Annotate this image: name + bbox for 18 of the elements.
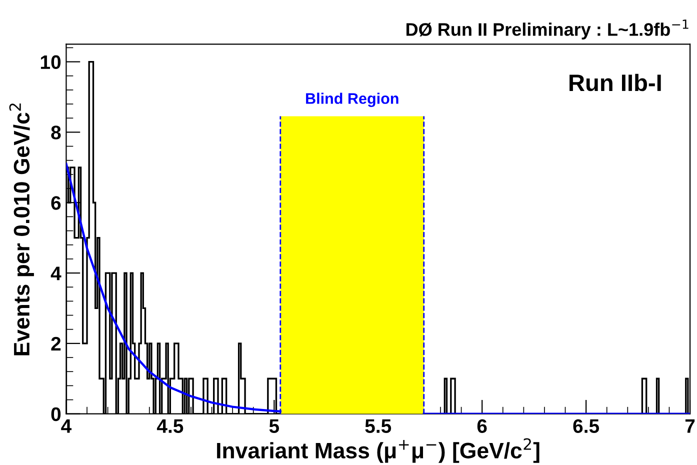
x-tick-label: 6.5 [573, 419, 600, 433]
band-label: Blind Region [306, 92, 398, 108]
annotation: Run IIb-I [570, 74, 661, 92]
x-tick-label: 7 [685, 419, 695, 433]
y-tick-label: 2 [51, 336, 61, 350]
x-tick-label: 4 [61, 419, 72, 433]
y-axis-title: Events per 0.010 GeV/c$^{2}$ [9, 104, 34, 356]
y-tick-label: 8 [51, 126, 61, 140]
y-tick-label: 0 [51, 407, 61, 422]
y-tick-label: 4 [50, 266, 62, 280]
x-tick-label: 5 [269, 419, 280, 433]
x-tick-label: 6 [477, 419, 487, 433]
y-tick-label: 6 [51, 196, 61, 210]
x-tick-label: 4.5 [156, 419, 184, 433]
x-axis-title: Invariant Mass (μ$^{+}$μ$^{−}$) [GeV/c$^{2}$] [217, 438, 540, 463]
x-tick-label: 5.5 [365, 419, 392, 433]
chart-title: DØ Run II Preliminary : L~1.9fb$^{−1}$ [406, 20, 688, 40]
y-tick-label: 10 [40, 55, 61, 70]
